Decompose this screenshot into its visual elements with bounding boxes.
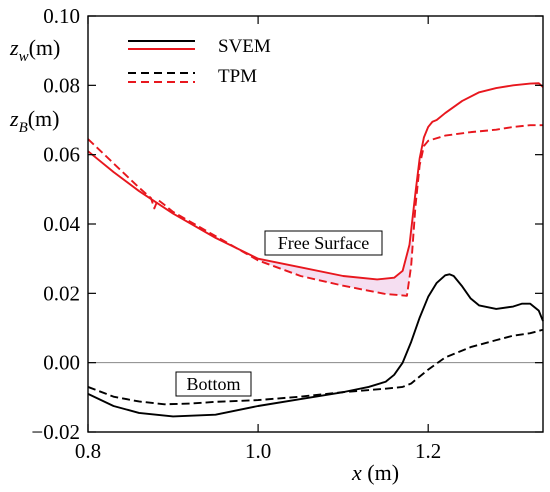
y-tick-label: 0.02 [43, 281, 80, 305]
x-tick-label: 1.0 [245, 439, 271, 463]
series-bottom-tpm-line [87, 328, 544, 406]
x-axis-label: x (m) [351, 460, 399, 485]
axis-ticks: 0.8 1.0 1.2 −0.02 0.00 0.02 0.04 0.06 0.08 0.10 [31, 4, 543, 463]
y-tick-label: 0.00 [43, 351, 80, 375]
annotation-bottom-label: Bottom [186, 374, 240, 394]
legend-svem-label: SVEM [218, 36, 271, 57]
ylabel-zw-var: z [9, 35, 19, 60]
annotation-free-surface: Free Surface [264, 230, 383, 256]
series-bottom-svem-line [87, 273, 544, 418]
y-tick-label: 0.04 [43, 212, 80, 236]
svg-text:zw(m): zw(m) [9, 35, 60, 65]
y-tick-label: 0.06 [43, 143, 80, 167]
svg-text:zB(m): zB(m) [9, 106, 60, 136]
ylabel-zw-sub: w [19, 49, 29, 65]
y-axis-label-zb: zB(m) [9, 106, 60, 136]
annotation-bottom-box [175, 371, 252, 397]
x-tick-label: 1.2 [415, 439, 441, 463]
y-tick-label: 0.08 [43, 73, 80, 97]
svg-text:x (m): x (m) [351, 460, 399, 485]
free-surface-difference-shade [215, 158, 420, 296]
series-free_surface-tpm-line [87, 124, 543, 297]
annotation-bottom: Bottom [175, 371, 252, 397]
annotation-free-surface-label: Free Surface [278, 233, 369, 253]
series-lines [87, 82, 544, 418]
xlabel-var: x [351, 460, 362, 485]
y-axis-label-zw: zw(m) [9, 35, 60, 65]
legend-tpm-label: TPM [218, 66, 257, 87]
y-tick-label: 0.10 [43, 4, 80, 28]
xlabel-unit: (m) [362, 460, 399, 485]
ylabel-zb-sub: B [19, 120, 28, 136]
legend: SVEM TPM [128, 36, 271, 87]
ylabel-zb-var: z [9, 106, 19, 131]
plot-frame [87, 15, 544, 433]
y-tick-label: −0.02 [31, 420, 80, 444]
annotation-free-surface-box [264, 230, 383, 256]
ylabel-zw-unit: (m) [29, 35, 61, 60]
x-tick-label: 0.8 [75, 439, 101, 463]
free-surface-shading [215, 158, 420, 296]
series-free_surface-svem-line [87, 82, 544, 281]
ylabel-zb-unit: (m) [28, 106, 60, 131]
